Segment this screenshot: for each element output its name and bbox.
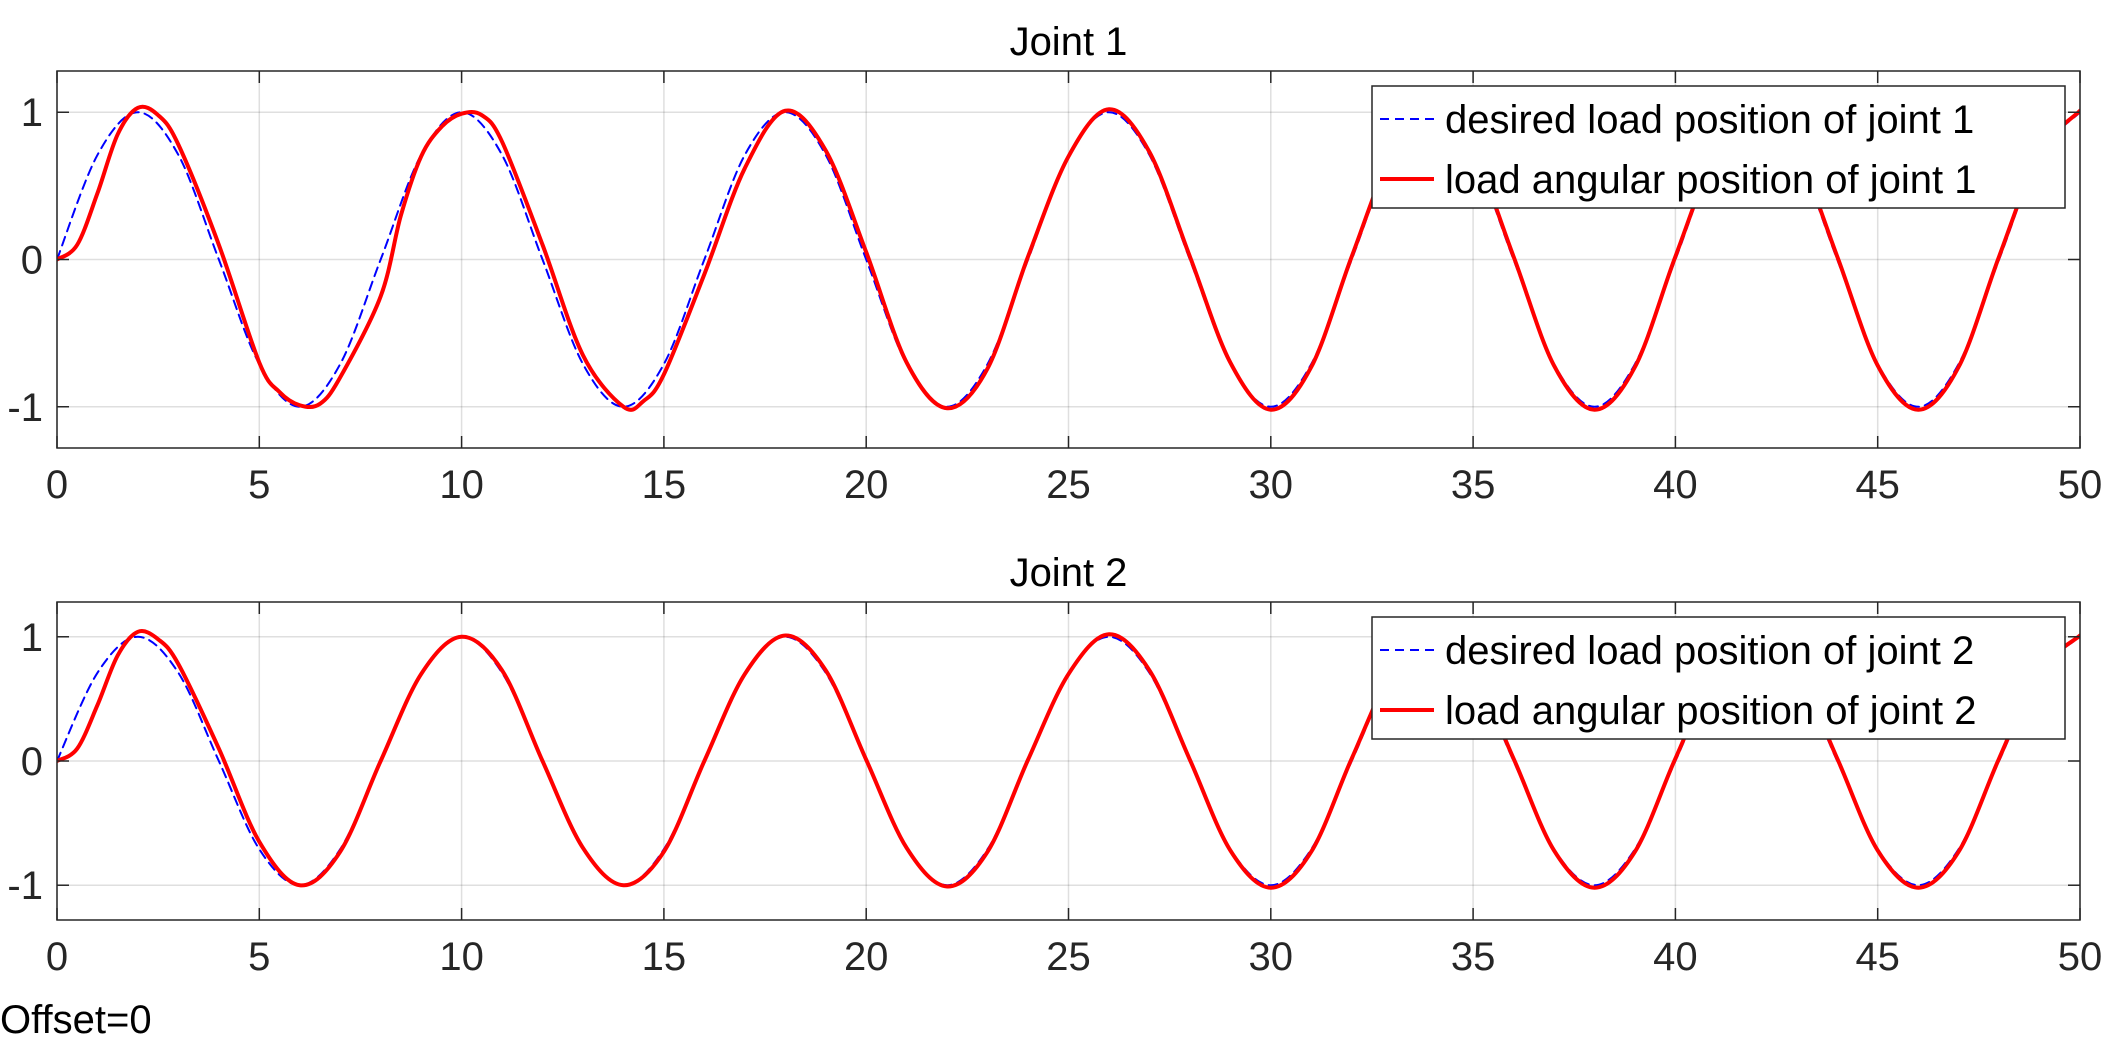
x-tick-label: 35 <box>1451 463 1496 507</box>
y-tick-label: 1 <box>21 616 43 660</box>
x-tick-label: 25 <box>1046 935 1091 979</box>
legend-label-2: load angular position of joint 2 <box>1445 689 1976 733</box>
x-tick-label: 0 <box>46 935 68 979</box>
x-tick-label: 15 <box>642 935 687 979</box>
offset-label: Offset=0 <box>0 998 152 1042</box>
x-tick-label: 30 <box>1249 935 1294 979</box>
x-tick-label: 0 <box>46 463 68 507</box>
y-tick-label: -1 <box>7 864 43 908</box>
legend: desired load position of joint 1 load ang… <box>1371 85 2066 209</box>
x-tick-label: 10 <box>439 463 484 507</box>
y-tick-label: 0 <box>21 239 43 283</box>
x-tick-label: 35 <box>1451 935 1496 979</box>
y-tick-label: 1 <box>21 91 43 135</box>
x-tick-label: 40 <box>1653 463 1698 507</box>
x-tick-label: 30 <box>1249 463 1294 507</box>
x-tick-label: 10 <box>439 935 484 979</box>
x-tick-label: 5 <box>248 463 270 507</box>
chart-title: Joint 2 <box>1010 551 1128 595</box>
x-tick-label: 15 <box>642 463 687 507</box>
y-tick-label: -1 <box>7 386 43 430</box>
x-tick-label: 5 <box>248 935 270 979</box>
x-tick-label: 20 <box>844 935 889 979</box>
x-tick-label: 50 <box>2058 935 2103 979</box>
x-tick-label: 20 <box>844 463 889 507</box>
x-tick-label: 40 <box>1653 935 1698 979</box>
legend-label-2: load angular position of joint 1 <box>1445 158 1976 202</box>
legend-label-1: desired load position of joint 2 <box>1445 629 1974 673</box>
x-tick-label: 50 <box>2058 463 2103 507</box>
y-tick-label: 0 <box>21 740 43 784</box>
x-tick-label: 45 <box>1855 935 1900 979</box>
legend: desired load position of joint 2 load ang… <box>1371 616 2066 740</box>
chart-title: Joint 1 <box>1010 20 1128 64</box>
x-tick-label: 25 <box>1046 463 1091 507</box>
legend-box <box>1371 616 2066 740</box>
x-tick-label: 45 <box>1855 463 1900 507</box>
legend-box <box>1371 85 2066 209</box>
legend-label-1: desired load position of joint 1 <box>1445 98 1974 142</box>
